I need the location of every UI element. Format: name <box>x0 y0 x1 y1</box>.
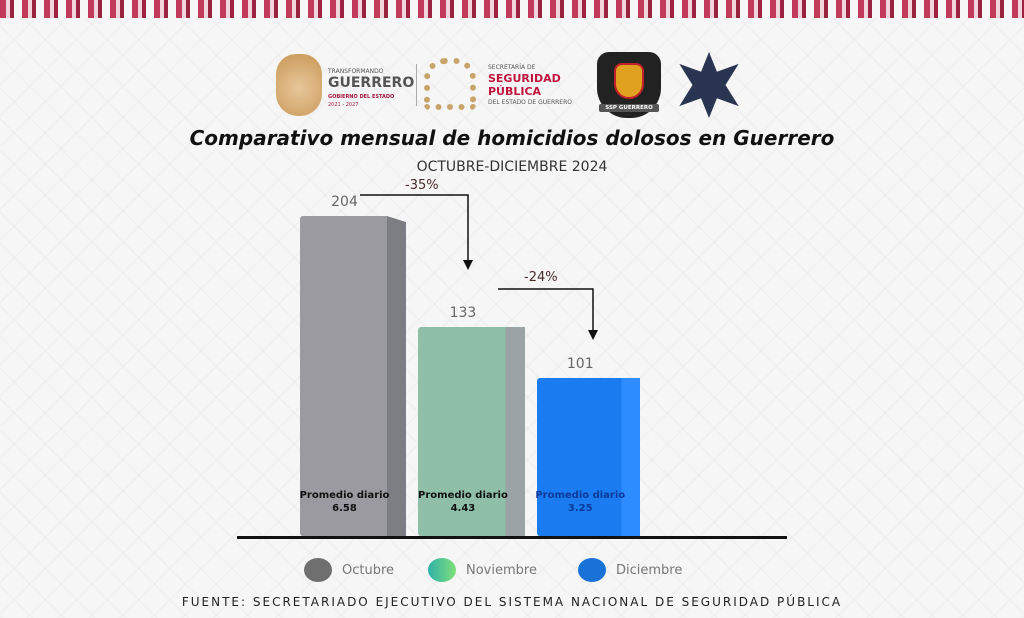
decorative-border <box>0 0 1024 18</box>
daily-average-value: 4.43 <box>450 503 476 514</box>
legend-item-octubre: Octubre <box>304 558 394 582</box>
value-label: 204 <box>331 194 358 210</box>
ssp-logo-line4: DEL ESTADO DE GUERRERO <box>488 99 572 106</box>
daily-average-label: Promedio diario 3.25 <box>535 489 625 515</box>
daily-average-caption: Promedio diario <box>299 490 390 501</box>
change-label-nov-dec: -24% <box>524 270 558 285</box>
daily-average-value: 3.25 <box>567 503 593 514</box>
daily-average-label: Promedio diario 6.58 <box>300 489 390 515</box>
guerrero-government-logo: TRANSFORMANDO GUERRERO GOBIERNO DEL ESTA… <box>276 52 416 118</box>
logo-divider <box>416 64 417 106</box>
daily-average-caption: Promedio diario <box>418 490 508 501</box>
badge-text: SSP GUERRERO <box>599 104 659 112</box>
ssp-logo-line3: PÚBLICA <box>488 85 542 98</box>
chart-title: Comparativo mensual de homicidios doloso… <box>189 126 835 150</box>
value-label: 101 <box>566 355 594 372</box>
legend-label: Diciembre <box>616 562 683 578</box>
chart-subtitle: OCTUBRE-DICIEMBRE 2024 <box>416 159 608 175</box>
legend-label: Noviembre <box>466 562 537 578</box>
legend-swatch-icon <box>428 558 456 582</box>
arrowhead-icon <box>463 260 473 270</box>
gov-logo-line1: TRANSFORMANDO <box>328 68 384 75</box>
bar-diciembre <box>537 377 640 536</box>
tree-icon <box>424 58 476 110</box>
gov-logo-line3: GOBIERNO DEL ESTADO <box>328 94 395 100</box>
legend-swatch-icon <box>304 558 332 582</box>
gov-logo-line2: GUERRERO <box>328 75 415 91</box>
coat-of-arms-icon <box>276 54 322 116</box>
arrowhead-icon <box>588 330 598 340</box>
source-note: FUENTE: SECRETARIADO EJECUTIVO DEL SISTE… <box>181 595 843 609</box>
legend-item-diciembre: Diciembre <box>578 558 682 582</box>
bar-noviembre <box>418 327 525 536</box>
gov-logo-line4: 2021 - 2027 <box>328 102 359 108</box>
legend-item-noviembre: Noviembre <box>428 558 537 582</box>
ssp-logo-line2: SEGURIDAD <box>488 72 561 85</box>
legend-label: Octubre <box>342 562 395 578</box>
shield-emblem-icon <box>614 63 644 99</box>
arrow-oct-nov <box>360 194 469 266</box>
legend-swatch-icon <box>578 558 606 582</box>
bar-octubre <box>300 216 406 536</box>
ssp-logo: SECRETARÍA DE SEGURIDAD PÚBLICA DEL ESTA… <box>424 58 594 114</box>
daily-average-value: 6.58 <box>332 503 357 514</box>
value-label: 133 <box>449 305 477 322</box>
arrow-nov-dec <box>498 288 594 336</box>
ssp-logo-line1: SECRETARÍA DE <box>488 64 536 71</box>
daily-average-label: Promedio diario 4.43 <box>418 489 508 515</box>
x-axis-baseline <box>237 536 787 539</box>
change-label-oct-nov: -35% <box>405 178 439 193</box>
ssp-shield-badge-icon: SSP GUERRERO <box>597 52 661 118</box>
daily-average-caption: Promedio diario <box>535 490 626 501</box>
